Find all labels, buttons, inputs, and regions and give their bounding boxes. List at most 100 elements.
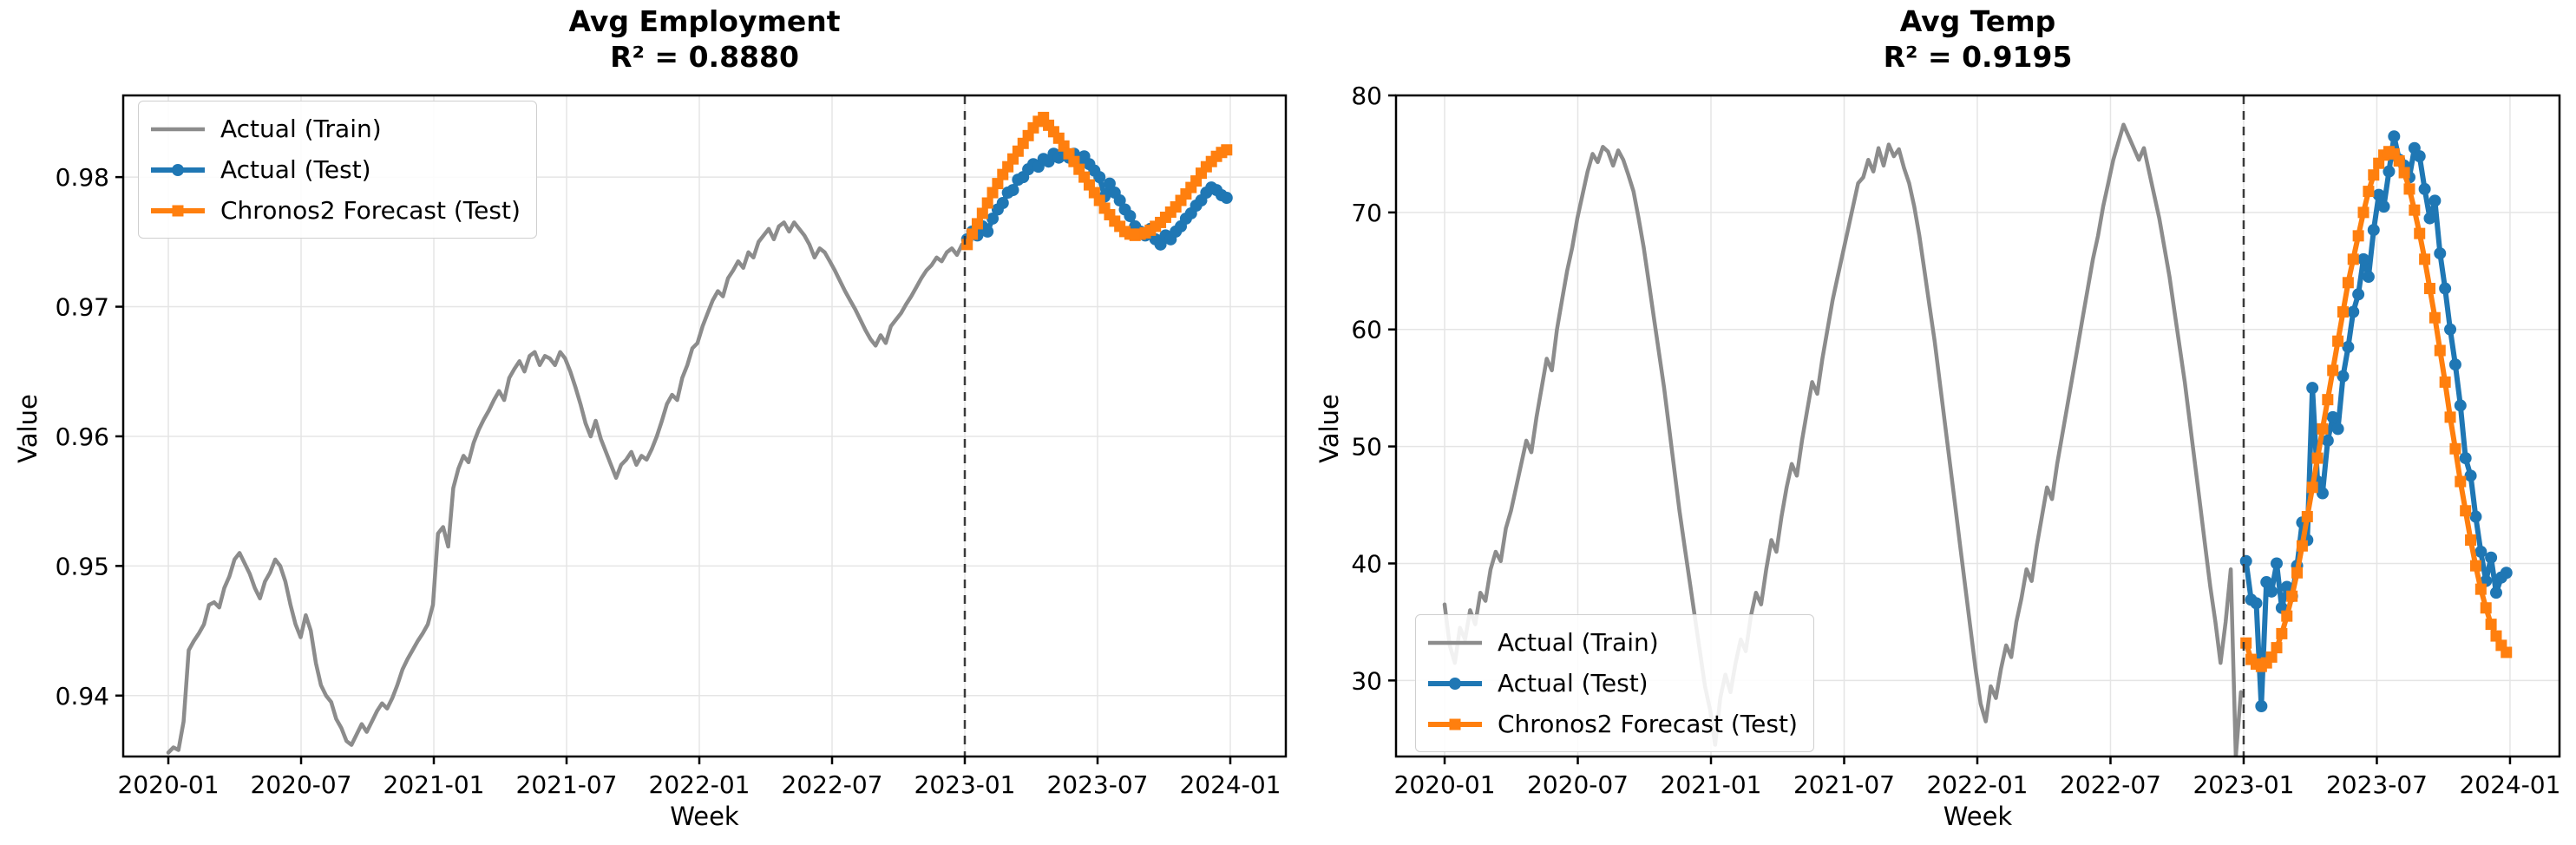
x-tick-label: 2023-07 [1046,770,1148,799]
test-marker [2255,700,2268,713]
forecast-marker [2409,204,2421,216]
x-tick-label: 2023-07 [2326,770,2428,799]
test-marker [2469,510,2482,523]
x-tick-label: 2020-07 [1527,770,1629,799]
test-marker [2464,469,2477,482]
test-marker [2260,576,2273,589]
test-marker [2500,567,2513,580]
forecast-marker [967,228,979,240]
test-marker [2347,305,2360,318]
forecast-marker [2474,583,2487,595]
test-marker [2239,554,2252,567]
forecast-marker [2455,475,2467,488]
forecast-marker [2419,253,2431,265]
legend-item: Actual (Test) [1426,663,1798,704]
forecast-marker [2337,306,2349,318]
forecast-marker [2393,155,2405,167]
y-tick-label: 0.98 [56,163,109,192]
x-tick-label: 2021-07 [516,770,618,799]
legend-label: Chronos2 Forecast (Test) [220,196,521,225]
x-axis-label: Week [670,802,739,831]
x-tick-label: 2022-01 [1926,770,2028,799]
test-marker [1220,192,1233,205]
forecast-marker [2363,186,2375,198]
chart-title-text: Avg Temp [1899,4,2056,38]
legend-label: Actual (Test) [220,155,371,184]
forecast-marker [2465,534,2477,546]
legend-sample-line [1428,640,1482,645]
test-marker [1006,184,1019,197]
legend-item: Actual (Train) [1426,622,1798,663]
legend-item: Actual (Test) [149,149,521,190]
forecast-marker [2317,422,2329,435]
test-marker [986,212,1000,225]
legend-sample-circle [1428,677,1482,690]
test-marker [2326,410,2339,423]
axes-group-0: 2020-01 2020-07 2021-01 2021-07 2022-01 2022-… [56,94,1288,799]
forecast-marker [986,187,999,199]
test-marker [1093,171,1106,184]
x-tick-label: 2020-01 [1394,770,1496,799]
forecast-marker [976,207,988,219]
test-marker [1113,194,1126,207]
test-marker [2459,452,2472,465]
test-marker [2377,200,2390,213]
axes-group-1: 2020-01 2020-07 2021-01 2021-07 2022-01 2022-… [1351,82,2560,799]
series-group [1442,122,2513,757]
forecast-marker [2434,344,2446,357]
chart-title: Avg Employment R² = 0.8880 [123,3,1286,75]
test-marker [2357,252,2370,265]
y-tick-label: 0.96 [56,422,109,451]
series-group [166,111,1233,755]
legend: Actual (Train) Actual (Test) Chronos2 Fore… [138,101,537,239]
test-marker [2372,188,2385,201]
test-marker [2474,545,2488,558]
legend-label: Actual (Test) [1498,669,1649,698]
forecast-marker [2271,642,2283,654]
x-tick-label: 2021-07 [1793,770,1895,799]
forecast-marker [961,239,973,251]
forecast-marker [2291,567,2304,579]
test-marker [2265,585,2278,598]
legend-sample-line [151,127,205,131]
forecast-line [2243,148,2509,670]
y-axis-label: Value [1314,394,1344,463]
test-marker [1124,209,1137,222]
forecast-marker [2429,311,2441,324]
legend-item: Actual (Train) [149,108,521,149]
forecast-marker [2368,169,2380,181]
forecast-marker [2240,637,2252,649]
chart-title: Avg Temp R² = 0.9195 [1396,3,2560,75]
test-marker [2448,358,2461,371]
test-marker [2342,340,2355,353]
legend-sample-square [151,205,205,216]
forecast-marker [2357,206,2370,219]
test-marker [2485,551,2498,564]
forecast-marker [2480,602,2492,614]
legend-item: Chronos2 Forecast (Test) [149,190,521,231]
legend-sample-square [1428,718,1482,730]
y-axis-label: Value [13,394,43,463]
forecast-marker [2286,590,2298,602]
forecast-marker [2311,452,2324,464]
test-marker [2434,247,2447,260]
test-marker [2306,382,2319,395]
forecast-marker [2439,376,2451,388]
test-marker [2388,130,2401,143]
forecast-marker [2327,364,2339,377]
forecast-marker [2281,610,2293,622]
chart-r2-text: R² = 0.8880 [610,40,799,74]
forecast-marker [2306,481,2318,494]
y-tick-label: 0.97 [56,293,109,322]
test-marker [996,197,1009,210]
test-marker [2270,557,2283,570]
test-marker [2413,150,2426,163]
forecast-marker [2460,505,2472,517]
forecast-marker [981,197,993,209]
forecast-marker [2469,560,2481,572]
test-marker [2331,422,2344,436]
forecast-marker [2332,335,2344,347]
test-marker [981,225,994,238]
